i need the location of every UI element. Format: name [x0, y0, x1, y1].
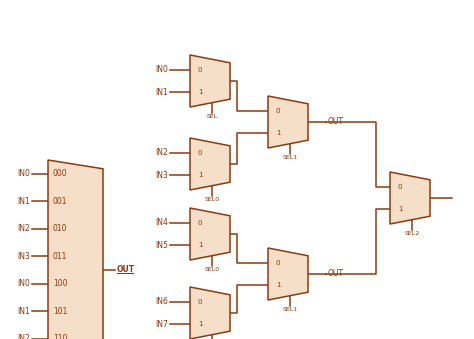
Polygon shape — [190, 287, 230, 339]
Text: IN4: IN4 — [155, 218, 168, 227]
Text: 100: 100 — [53, 279, 67, 288]
Text: 0: 0 — [198, 220, 202, 225]
Text: 1: 1 — [198, 321, 202, 327]
Text: 0: 0 — [276, 260, 280, 265]
Text: 000: 000 — [53, 169, 68, 178]
Polygon shape — [390, 172, 430, 224]
Text: 0: 0 — [198, 299, 202, 304]
Polygon shape — [190, 55, 230, 107]
Text: 001: 001 — [53, 197, 67, 206]
Text: 1: 1 — [198, 173, 202, 178]
Text: 010: 010 — [53, 224, 67, 233]
Text: OUT: OUT — [117, 265, 135, 275]
Text: IN1: IN1 — [155, 88, 168, 97]
Text: IN2: IN2 — [17, 224, 30, 233]
Text: IN5: IN5 — [155, 241, 168, 250]
Text: IN1: IN1 — [17, 197, 30, 206]
Text: 0: 0 — [198, 149, 202, 156]
Text: IN0: IN0 — [155, 65, 168, 74]
Text: SEL: SEL — [206, 114, 218, 119]
Text: SEL1: SEL1 — [283, 307, 298, 312]
Text: IN6: IN6 — [155, 297, 168, 306]
Text: 0: 0 — [276, 107, 280, 114]
Text: 1: 1 — [198, 89, 202, 96]
Text: SEL0: SEL0 — [204, 197, 219, 202]
Text: 101: 101 — [53, 307, 67, 316]
Text: 1: 1 — [276, 131, 280, 136]
Text: IN2: IN2 — [155, 148, 168, 157]
Text: IN0: IN0 — [17, 169, 30, 178]
Text: 1: 1 — [276, 282, 280, 288]
Text: OUT: OUT — [328, 118, 344, 126]
Text: 0: 0 — [398, 183, 402, 190]
Text: 110: 110 — [53, 334, 67, 339]
Text: 1: 1 — [398, 206, 402, 213]
Text: IN1: IN1 — [17, 307, 30, 316]
Text: SEL2: SEL2 — [404, 231, 419, 236]
Text: OUT: OUT — [328, 270, 344, 279]
Text: SEL1: SEL1 — [283, 155, 298, 160]
Polygon shape — [48, 160, 103, 339]
Text: IN3: IN3 — [17, 252, 30, 261]
Text: IN3: IN3 — [155, 171, 168, 180]
Text: IN0: IN0 — [17, 279, 30, 288]
Text: IN2: IN2 — [17, 334, 30, 339]
Polygon shape — [190, 208, 230, 260]
Text: 1: 1 — [198, 242, 202, 248]
Text: 011: 011 — [53, 252, 67, 261]
Polygon shape — [190, 138, 230, 190]
Text: IN7: IN7 — [155, 320, 168, 329]
Polygon shape — [268, 96, 308, 148]
Text: SEL0: SEL0 — [204, 267, 219, 272]
Text: 0: 0 — [198, 66, 202, 73]
Polygon shape — [268, 248, 308, 300]
